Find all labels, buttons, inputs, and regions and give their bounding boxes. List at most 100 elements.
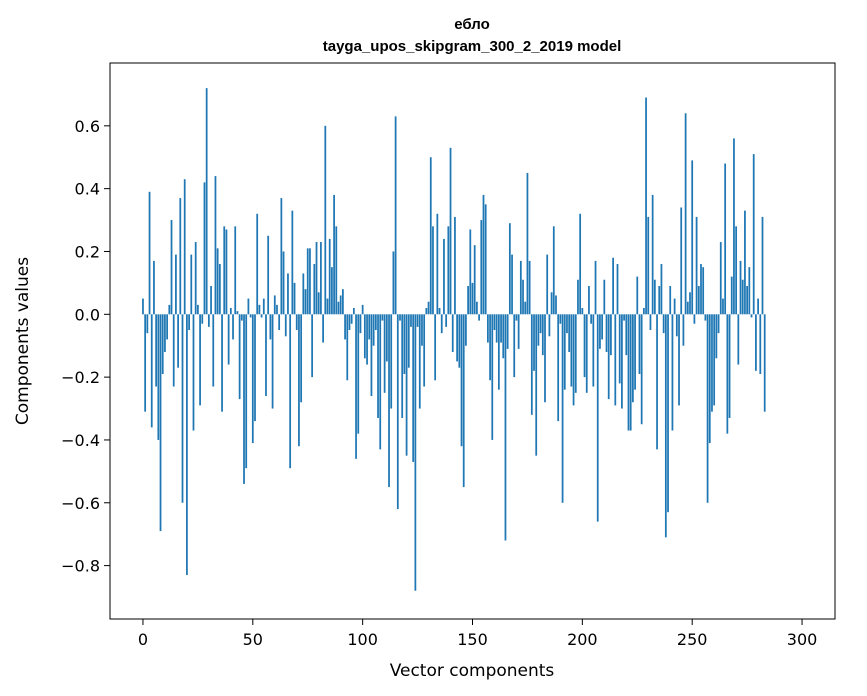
bar — [383, 314, 386, 393]
bar — [473, 245, 476, 315]
bar — [245, 314, 248, 469]
bar — [568, 314, 571, 352]
bar — [423, 314, 426, 387]
bar — [410, 314, 412, 327]
bar — [480, 220, 483, 315]
bar — [254, 314, 256, 422]
bar — [686, 301, 689, 315]
bar — [335, 226, 338, 315]
bar — [238, 314, 241, 400]
bar — [667, 314, 669, 513]
bar — [379, 314, 382, 450]
bar — [144, 314, 147, 412]
bar — [599, 314, 601, 349]
bar — [172, 314, 175, 387]
bar — [596, 314, 599, 522]
bar — [594, 260, 597, 315]
y-tick-label: 0.0 — [75, 305, 100, 324]
bar — [251, 314, 254, 444]
y-axis-label: Components values — [13, 257, 33, 425]
bar — [750, 314, 753, 318]
bar — [614, 314, 617, 406]
bar — [522, 279, 524, 315]
bar — [653, 279, 656, 315]
x-tick-label: 0 — [138, 630, 148, 649]
bar — [660, 264, 663, 315]
bar — [240, 314, 243, 321]
bar — [201, 314, 204, 324]
x-tick-label: 250 — [677, 630, 708, 649]
bar — [561, 314, 564, 503]
bar — [434, 314, 437, 381]
bar — [726, 314, 729, 434]
bar — [381, 314, 384, 321]
bar — [421, 314, 423, 346]
bar — [293, 282, 296, 315]
bar — [605, 314, 608, 352]
bar — [269, 314, 272, 340]
bar — [632, 314, 634, 403]
bar — [284, 314, 287, 337]
bar — [192, 314, 195, 431]
bar — [183, 179, 186, 315]
bar — [456, 314, 458, 362]
bar — [664, 314, 667, 538]
bar — [260, 314, 263, 318]
bar — [368, 314, 371, 340]
bar — [438, 308, 441, 315]
bar — [504, 314, 507, 541]
bar — [713, 314, 716, 406]
bar — [649, 314, 652, 331]
bar — [324, 125, 327, 315]
bar — [432, 226, 434, 315]
bar — [537, 314, 540, 346]
bar — [717, 314, 720, 334]
bar — [216, 248, 219, 315]
bar — [489, 314, 491, 381]
bar — [728, 314, 731, 418]
bar — [695, 216, 698, 315]
bar — [225, 229, 228, 315]
bar — [708, 314, 711, 444]
bar — [744, 210, 746, 315]
bar — [350, 314, 353, 324]
bar — [552, 226, 555, 315]
bar — [388, 314, 390, 488]
bar — [451, 314, 454, 352]
bar — [289, 314, 292, 469]
bar — [471, 282, 474, 315]
bar — [161, 314, 164, 374]
bar — [497, 314, 500, 390]
bar — [346, 314, 349, 381]
bar — [739, 260, 742, 315]
bar — [730, 276, 733, 315]
bar — [757, 298, 759, 315]
bar — [385, 314, 388, 362]
bar — [755, 314, 757, 371]
bar — [563, 314, 566, 390]
bar — [271, 314, 274, 409]
bars-group — [142, 88, 766, 591]
bar — [458, 314, 461, 368]
bar — [276, 304, 278, 315]
bar — [339, 295, 342, 315]
bar — [328, 238, 331, 315]
bar — [548, 314, 551, 337]
bar — [247, 298, 250, 315]
bar — [642, 308, 645, 315]
bar — [465, 314, 467, 346]
bar — [416, 314, 419, 327]
bar — [304, 289, 307, 315]
x-tick-label: 300 — [787, 630, 818, 649]
bar — [651, 194, 654, 315]
bar — [278, 314, 281, 331]
bar — [478, 314, 480, 321]
bar — [533, 314, 535, 371]
bar — [484, 204, 487, 315]
bar — [396, 314, 399, 510]
bar — [557, 314, 560, 422]
bar — [612, 257, 614, 315]
bar — [295, 314, 298, 331]
bar — [618, 314, 621, 384]
bar — [555, 295, 557, 315]
